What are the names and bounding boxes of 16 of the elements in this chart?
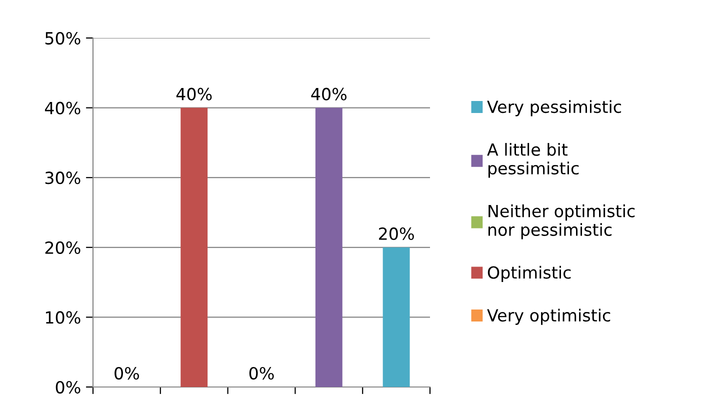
y-tick-label: 30%	[45, 172, 80, 184]
y-tick-label: 50%	[45, 32, 80, 45]
y-tick-label: 40%	[44, 102, 80, 114]
legend-label: Neither optimistic nor pessimistic	[488, 204, 635, 240]
data-label: 20%	[379, 227, 414, 240]
legend-label: A little bit pessimistic	[487, 142, 579, 178]
data-label: 0%	[249, 366, 274, 380]
data-label: 0%	[114, 366, 139, 380]
y-tick-label: 0%	[56, 380, 80, 394]
data-label: 40%	[176, 88, 212, 100]
legend-label: Optimistic	[488, 266, 571, 282]
legend-label: Very optimistic	[487, 308, 610, 325]
legend-label: Very pessimistic	[487, 100, 622, 116]
y-tick-label: 20%	[45, 241, 80, 254]
y-tick-label: 10%	[46, 311, 80, 324]
data-label: 40%	[311, 88, 346, 100]
